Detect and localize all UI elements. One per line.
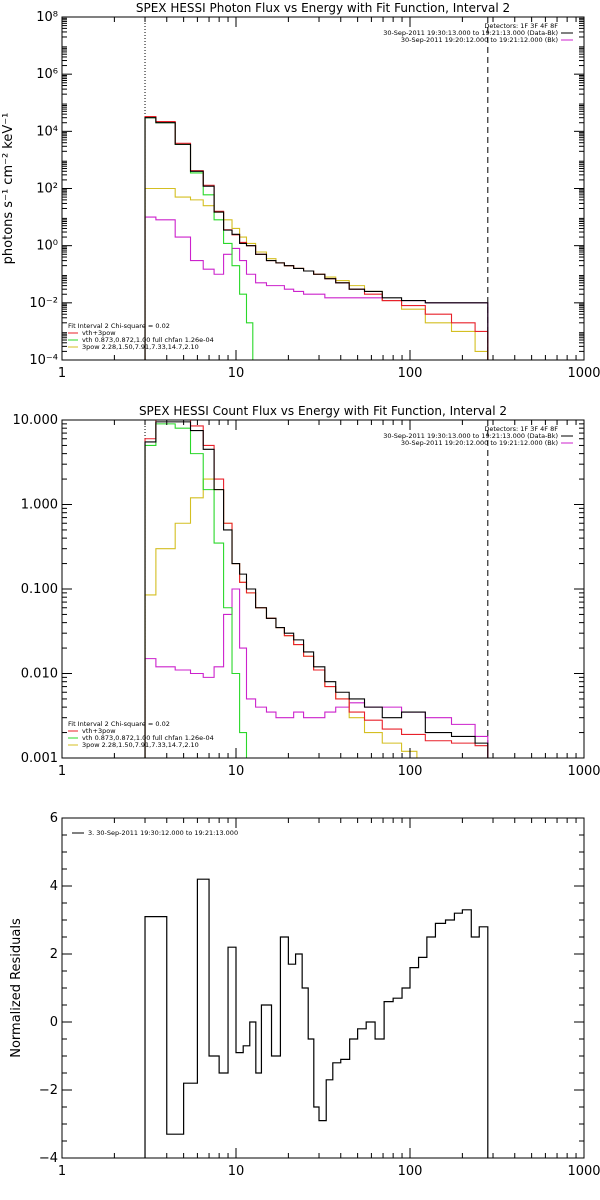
legend-bottom-entry: vth+3pow (82, 727, 116, 735)
y-tick-label: 2 (50, 947, 58, 962)
legend-bottom-entry: 3pow 2.28,1.50,7.91,7.33,14.7,2.10 (82, 343, 199, 351)
legend-bottom-entry: vth 0.873,0.872,1.00 full chfan 1.26e-04 (82, 734, 214, 742)
y-tick-label: 10² (36, 182, 58, 197)
series-line (144, 421, 489, 758)
plot-frame (61, 16, 585, 361)
x-tick-label: 100 (398, 764, 423, 779)
y-tick-label: 10.000 (13, 413, 59, 428)
y-tick-label: 0 (50, 1015, 58, 1030)
x-tick-label: 1 (58, 366, 66, 381)
legend-bottom-entry: vth 0.873,0.872,1.00 full chfan 1.26e-04 (82, 336, 214, 344)
y-tick-label: 6 (50, 811, 58, 826)
y-tick-label: 4 (50, 879, 58, 894)
legend-top-entry: Detectors: 1F 3F 4F 8F (484, 22, 558, 30)
legend-bottom-entry: 3pow 2.28,1.50,7.91,7.33,14.7,2.10 (82, 741, 199, 749)
plot-frame (61, 419, 585, 759)
y-tick-label: 10⁰ (36, 239, 58, 254)
series-line (144, 115, 489, 360)
x-tick-label: 100 (398, 366, 423, 381)
x-tick-label: 1 (58, 1164, 66, 1179)
y-tick-label: 10⁴ (36, 124, 58, 139)
legend-entry: 3. 30-Sep-2011 19:30:12.000 to 19:21:13.… (88, 829, 238, 837)
legend-bottom-entry: vth+3pow (82, 329, 116, 337)
legend-top-entry: 30-Sep-2011 19:30:13.000 to 19:21:13.000… (383, 29, 558, 37)
series-line (144, 423, 250, 759)
y-tick-label: −2 (39, 1083, 58, 1098)
x-tick-label: 1000 (567, 366, 600, 381)
legend-top-entry: 30-Sep-2011 19:20:12.000 to 19:21:12.000… (401, 36, 558, 44)
y-axis-label: Normalized Residuals (9, 918, 24, 1058)
x-tick-label: 10 (228, 1164, 245, 1179)
legend-top-entry: Detectors: 1F 3F 4F 8F (484, 425, 558, 433)
y-tick-label: 10⁻² (29, 296, 58, 311)
x-tick-label: 100 (398, 1164, 423, 1179)
residuals-panel: 3. 30-Sep-2011 19:30:12.000 to 19:21:13.… (9, 811, 600, 1179)
y-tick-label: 0.100 (21, 582, 58, 597)
y-axis-label: photons s⁻¹ cm⁻² keV⁻¹ (1, 113, 16, 265)
legend-top-entry: 30-Sep-2011 19:20:12.000 to 19:21:12.000… (401, 439, 558, 447)
y-tick-label: 10⁻⁴ (29, 353, 58, 368)
series-line (144, 588, 489, 758)
x-tick-label: 10 (228, 366, 245, 381)
y-tick-label: 10⁸ (36, 10, 58, 25)
chart-title: SPEX HESSI Count Flux vs Energy with Fit… (139, 404, 507, 418)
residual-series-line (144, 878, 489, 1158)
plot-frame (61, 817, 585, 1159)
y-tick-label: 10⁶ (36, 67, 58, 82)
y-tick-label: 1.000 (21, 498, 58, 513)
chart-title: SPEX HESSI Photon Flux vs Energy with Fi… (136, 1, 510, 15)
x-tick-label: 1 (58, 764, 66, 779)
legend-top-entry: 30-Sep-2011 19:30:13.000 to 19:21:13.000… (383, 432, 558, 440)
legend-bottom-entry: Fit Interval 2 Chi-square = 0.02 (68, 720, 170, 728)
x-tick-label: 1000 (567, 764, 600, 779)
y-tick-label: 0.001 (21, 751, 58, 766)
series-line (144, 419, 489, 758)
y-tick-label: −4 (39, 1151, 58, 1166)
legend-bottom-entry: Fit Interval 2 Chi-square = 0.02 (68, 322, 170, 330)
y-tick-label: 0.010 (21, 667, 58, 682)
x-tick-label: 10 (228, 764, 245, 779)
series-line (144, 117, 489, 360)
x-tick-label: 1000 (567, 1164, 600, 1179)
